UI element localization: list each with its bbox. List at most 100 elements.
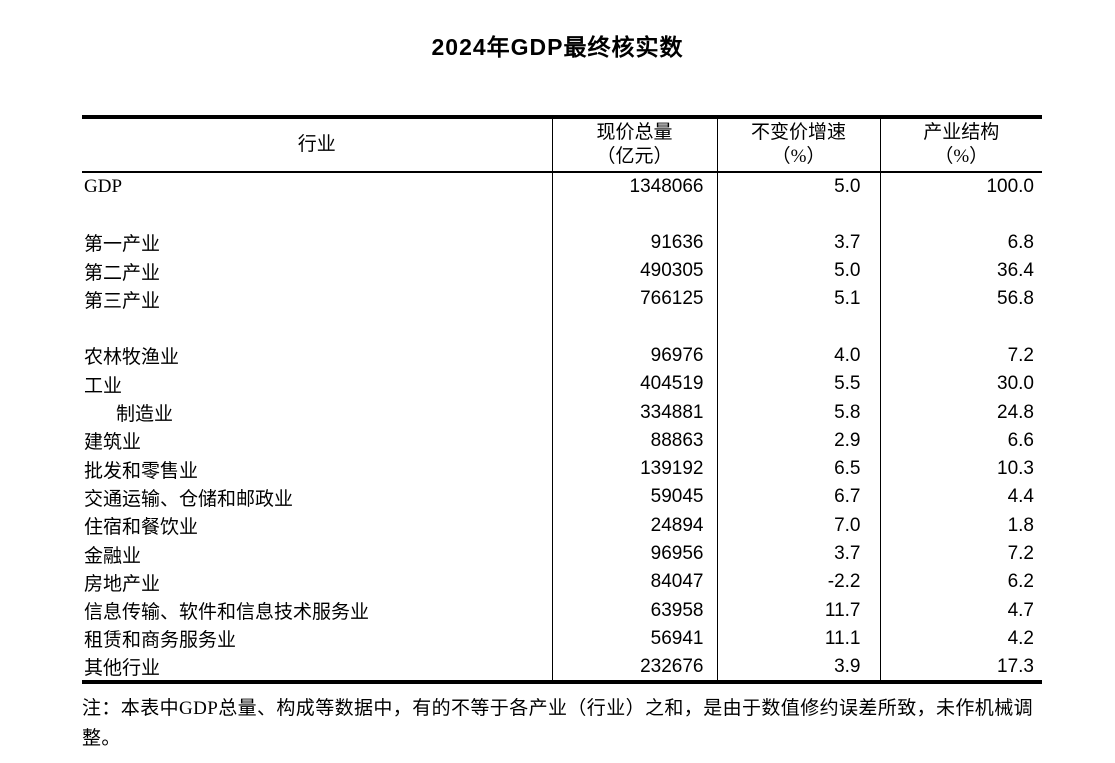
- table-row: 第三产业 766125 5.1 56.8: [82, 285, 1042, 314]
- industry-share-cell: 7.2: [879, 539, 1042, 569]
- column-header-current-price: 现价总量 （亿元）: [551, 117, 717, 173]
- growth-rate-cell: 3.7: [716, 539, 880, 569]
- industry-share-cell: 17.3: [879, 653, 1042, 683]
- header-row: 行业 现价总量 （亿元） 不变价增速 （%） 产业结构 （%）: [82, 117, 1042, 173]
- current-price-cell: 91636: [551, 228, 717, 257]
- industry-share-cell: 30.0: [879, 370, 1042, 399]
- table-row: 制造业 334881 5.8 24.8: [82, 398, 1042, 427]
- industry-cell: 第三产业: [84, 290, 161, 312]
- current-price-cell: 96976: [551, 341, 717, 371]
- column-header-industry-share-label: 产业结构: [923, 122, 1000, 143]
- current-price-cell: [551, 200, 717, 229]
- industry-cell: 金融业: [84, 545, 142, 567]
- industry-cell: 第二产业: [84, 262, 161, 284]
- current-price-cell: 404519: [551, 370, 717, 399]
- industry-share-cell: 100.0: [879, 172, 1042, 201]
- table-row: 第一产业 91636 3.7 6.8: [82, 228, 1042, 257]
- current-price-cell: 1348066: [551, 172, 717, 201]
- growth-rate-cell: 5.8: [716, 398, 880, 427]
- current-price-cell: 56941: [551, 624, 717, 654]
- growth-rate-cell: 11.7: [716, 596, 880, 625]
- industry-share-cell: 10.3: [879, 454, 1042, 484]
- gdp-table: 行业 现价总量 （亿元） 不变价增速 （%） 产业结构 （%） GDP 1348…: [82, 115, 1042, 685]
- industry-share-cell: 4.7: [879, 596, 1042, 625]
- table-row: [82, 200, 1042, 229]
- column-header-industry: 行业: [82, 117, 552, 173]
- industry-cell: 第一产业: [84, 234, 161, 256]
- gdp-table-container: 行业 现价总量 （亿元） 不变价增速 （%） 产业结构 （%） GDP 1348…: [82, 115, 1042, 685]
- current-price-cell: 334881: [551, 398, 717, 427]
- table-row: 建筑业 88863 2.9 6.6: [82, 426, 1042, 455]
- industry-share-cell: 1.8: [879, 511, 1042, 540]
- table-row: 其他行业 232676 3.9 17.3: [82, 653, 1042, 683]
- table-row: 工业 404519 5.5 30.0: [82, 370, 1042, 399]
- industry-share-cell: 24.8: [879, 398, 1042, 427]
- table-row: GDP 1348066 5.0 100.0: [82, 172, 1042, 201]
- growth-rate-cell: 5.0: [716, 256, 880, 286]
- column-header-growth-rate-unit: （%）: [771, 146, 826, 167]
- current-price-cell: 232676: [551, 653, 717, 683]
- growth-rate-cell: 5.0: [716, 172, 880, 201]
- industry-cell: 信息传输、软件和信息技术服务业: [84, 602, 370, 624]
- industry-cell: 其他行业: [84, 658, 161, 680]
- growth-rate-cell: 7.0: [716, 511, 880, 540]
- industry-cell: 房地产业: [84, 573, 161, 595]
- growth-rate-cell: 6.5: [716, 454, 880, 484]
- industry-cell: 制造业: [116, 404, 174, 426]
- table-header: 行业 现价总量 （亿元） 不变价增速 （%） 产业结构 （%）: [82, 117, 1042, 173]
- industry-share-cell: 56.8: [879, 285, 1042, 314]
- industry-cell: 农林牧渔业: [84, 347, 180, 369]
- current-price-cell: 766125: [551, 285, 717, 314]
- growth-rate-cell: 2.9: [716, 426, 880, 455]
- table-row: 住宿和餐饮业 24894 7.0 1.8: [82, 511, 1042, 540]
- table-row: 交通运输、仓储和邮政业 59045 6.7 4.4: [82, 483, 1042, 512]
- column-header-growth-rate: 不变价增速 （%）: [716, 117, 880, 173]
- growth-rate-cell: 11.1: [716, 624, 880, 654]
- table-row: 批发和零售业 139192 6.5 10.3: [82, 454, 1042, 484]
- table-footnote: 注：本表中GDP总量、构成等数据中，有的不等于各产业（行业）之和，是由于数值修约…: [82, 698, 1034, 749]
- current-price-cell: 59045: [551, 483, 717, 512]
- table-row: 农林牧渔业 96976 4.0 7.2: [82, 341, 1042, 371]
- table-body: GDP 1348066 5.0 100.0 第一产业 91636 3.7 6.8…: [82, 172, 1042, 683]
- industry-cell: 住宿和餐饮业: [84, 517, 199, 539]
- table-row: 信息传输、软件和信息技术服务业 63958 11.7 4.7: [82, 596, 1042, 625]
- industry-cell: 交通运输、仓储和邮政业: [84, 488, 294, 510]
- industry-share-cell: 36.4: [879, 256, 1042, 286]
- column-header-current-price-unit: （亿元）: [596, 146, 673, 167]
- current-price-cell: 24894: [551, 511, 717, 540]
- industry-cell: GDP: [84, 175, 123, 197]
- current-price-cell: 490305: [551, 256, 717, 286]
- table-row: 金融业 96956 3.7 7.2: [82, 539, 1042, 569]
- growth-rate-cell: 5.5: [716, 370, 880, 399]
- current-price-cell: 84047: [551, 568, 717, 597]
- table-row: [82, 313, 1042, 342]
- industry-share-cell: 6.8: [879, 228, 1042, 257]
- industry-cell: 建筑业: [84, 432, 142, 454]
- industry-cell: [82, 200, 552, 228]
- growth-rate-cell: -2.2: [716, 568, 880, 597]
- growth-rate-cell: 5.1: [716, 285, 880, 314]
- industry-share-cell: [879, 313, 1042, 342]
- industry-cell: 批发和零售业: [84, 460, 199, 482]
- table-row: 租赁和商务服务业 56941 11.1 4.2: [82, 624, 1042, 654]
- industry-cell: 租赁和商务服务业: [84, 630, 237, 652]
- column-header-industry-label: 行业: [297, 134, 336, 155]
- industry-share-cell: 7.2: [879, 341, 1042, 371]
- current-price-cell: 139192: [551, 454, 717, 484]
- growth-rate-cell: 3.7: [716, 228, 880, 257]
- column-header-growth-rate-label: 不变价增速: [750, 122, 846, 143]
- growth-rate-cell: [716, 313, 880, 342]
- page-title: 2024年GDP最终核实数: [431, 34, 684, 60]
- industry-share-cell: [879, 200, 1042, 229]
- growth-rate-cell: [716, 200, 880, 229]
- current-price-cell: 63958: [551, 596, 717, 625]
- column-header-industry-share-unit: （%）: [934, 146, 989, 167]
- growth-rate-cell: 3.9: [716, 653, 880, 683]
- industry-cell: 工业: [84, 375, 123, 397]
- growth-rate-cell: 4.0: [716, 341, 880, 371]
- industry-share-cell: 4.2: [879, 624, 1042, 654]
- industry-share-cell: 4.4: [879, 483, 1042, 512]
- industry-share-cell: 6.2: [879, 568, 1042, 597]
- column-header-current-price-label: 现价总量: [596, 122, 673, 143]
- growth-rate-cell: 6.7: [716, 483, 880, 512]
